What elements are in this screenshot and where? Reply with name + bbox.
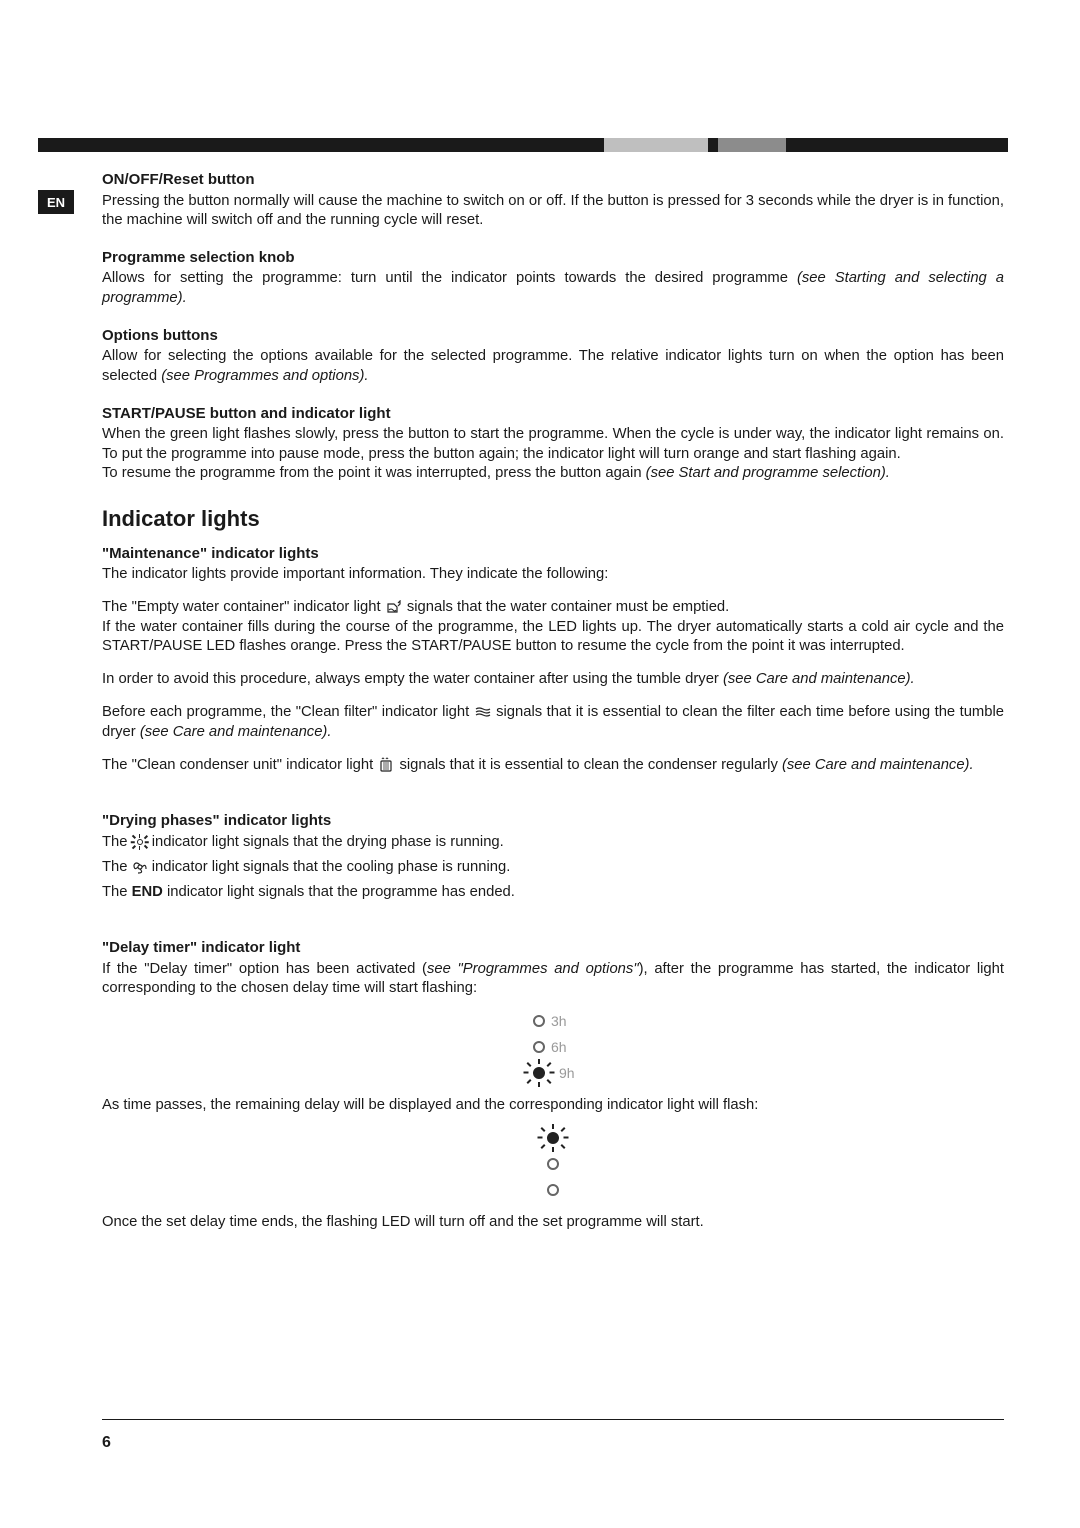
empty-water-post: signals that the water container must be…: [403, 599, 730, 615]
options-ref: (see Programmes and options).: [161, 368, 368, 384]
drying-1-pre: The: [102, 834, 132, 850]
empty-water-pre: The "Empty water container" indicator li…: [102, 599, 385, 615]
drying-line1: The indicator light signals that the dry…: [102, 833, 1004, 852]
page-number: 6: [102, 1434, 111, 1452]
delay-1-pre: If the "Delay timer" option has been act…: [102, 961, 427, 977]
drying-2-pre: The: [102, 859, 132, 875]
heading-options: Options buttons: [102, 326, 1004, 346]
drying-3-post: indicator light signals that the program…: [163, 884, 515, 900]
body-programme: Allows for setting the programme: turn u…: [102, 269, 1004, 307]
empty-water-line2: If the water container fills during the …: [102, 618, 1004, 656]
programme-pre: Allows for setting the programme: turn u…: [102, 270, 797, 286]
drying-3-pre: The: [102, 884, 132, 900]
heading-indicator-lights: Indicator lights: [102, 505, 1004, 534]
startpause-2-pre: To resume the programme from the point i…: [102, 465, 646, 481]
startpause-2-ref: (see Start and programme selection).: [646, 465, 890, 481]
header-bar: [38, 138, 1008, 152]
header-segment-light: [604, 138, 708, 152]
heading-drying: "Drying phases" indicator lights: [102, 811, 1004, 831]
heading-startpause: START/PAUSE button and indicator light: [102, 404, 1004, 424]
clean-filter-pre: Before each programme, the "Clean filter…: [102, 704, 474, 720]
delay2-row-1: [533, 1125, 573, 1151]
delay-line1: If the "Delay timer" option has been act…: [102, 960, 1004, 998]
content-area: ON/OFF/Reset button Pressing the button …: [102, 170, 1004, 1233]
led-off-icon: [533, 1041, 545, 1053]
avoid-pre: In order to avoid this procedure, always…: [102, 671, 723, 687]
drying-1-post: indicator light signals that the drying …: [148, 834, 504, 850]
delay-label-3h: 3h: [551, 1012, 573, 1030]
heading-onoff: ON/OFF/Reset button: [102, 170, 1004, 190]
delay-row-3h: 3h: [508, 1008, 598, 1034]
fan-icon: [132, 859, 148, 875]
heading-programme: Programme selection knob: [102, 248, 1004, 268]
led-off-icon: [547, 1158, 559, 1170]
body-options: Allow for selecting the options availabl…: [102, 347, 1004, 385]
condenser-icon: [377, 757, 395, 773]
avoid-para: In order to avoid this procedure, always…: [102, 670, 1004, 689]
heading-delay: "Delay timer" indicator light: [102, 938, 1004, 958]
drying-2-post: indicator light signals that the cooling…: [148, 859, 511, 875]
empty-water-para: The "Empty water container" indicator li…: [102, 598, 1004, 617]
footer-rule: [102, 1419, 1004, 1420]
delay-line3: Once the set delay time ends, the flashi…: [102, 1213, 1004, 1232]
end-label: END: [132, 884, 163, 900]
delay2-row-3: [533, 1177, 573, 1203]
body-onoff: Pressing the button normally will cause …: [102, 192, 1004, 230]
clean-cond-ref: (see Care and maintenance).: [782, 757, 974, 773]
avoid-ref: (see Care and maintenance).: [723, 671, 915, 687]
led-flash-icon: [525, 1059, 553, 1087]
clean-filter-para: Before each programme, the "Clean filter…: [102, 703, 1004, 741]
header-segment-mid: [718, 138, 786, 152]
filter-icon: [474, 704, 492, 720]
clean-cond-post: signals that it is essential to clean th…: [395, 757, 782, 773]
heading-maintenance: "Maintenance" indicator lights: [102, 544, 1004, 564]
clean-filter-ref: (see Care and maintenance).: [140, 724, 332, 740]
delay-label-6h: 6h: [551, 1038, 573, 1056]
water-container-icon: [385, 599, 403, 615]
sun-icon: [132, 834, 148, 850]
led-off-icon: [533, 1015, 545, 1027]
delay-label-9h: 9h: [559, 1064, 581, 1082]
language-tab: EN: [38, 190, 74, 214]
body-startpause-1: When the green light flashes slowly, pre…: [102, 425, 1004, 463]
led-flash-icon: [539, 1124, 567, 1152]
drying-line2: The indicator light signals that the coo…: [102, 858, 1004, 877]
body-startpause-2: To resume the programme from the point i…: [102, 464, 1004, 483]
maintenance-intro: The indicator lights provide important i…: [102, 565, 1004, 584]
delay2-row-2: [533, 1151, 573, 1177]
drying-line3: The END indicator light signals that the…: [102, 883, 1004, 902]
delay-diagram-2: [533, 1125, 573, 1203]
delay-line2: As time passes, the remaining delay will…: [102, 1096, 1004, 1115]
delay-1-ref: see "Programmes and options": [427, 961, 639, 977]
delay-row-6h: 6h: [508, 1034, 598, 1060]
delay-diagram-1: 3h 6h 9h: [508, 1008, 598, 1086]
led-off-icon: [547, 1184, 559, 1196]
delay-row-9h: 9h: [508, 1060, 598, 1086]
clean-cond-pre: The "Clean condenser unit" indicator lig…: [102, 757, 377, 773]
clean-cond-para: The "Clean condenser unit" indicator lig…: [102, 756, 1004, 775]
